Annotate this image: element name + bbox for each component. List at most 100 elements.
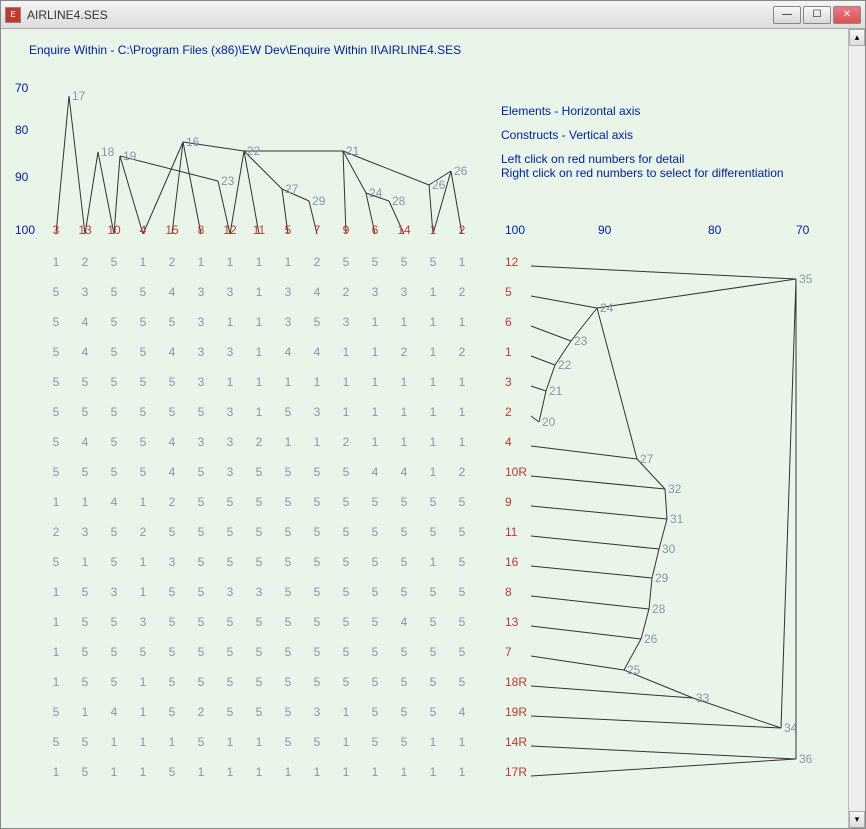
grid-cell: 5 — [459, 495, 466, 509]
row-label[interactable]: 13 — [505, 615, 519, 629]
scroll-track[interactable] — [849, 46, 865, 811]
column-label[interactable]: 15 — [165, 223, 179, 237]
grid-cell: 5 — [314, 495, 321, 509]
maximize-button[interactable]: ☐ — [803, 6, 831, 24]
grid-cell: 2 — [140, 525, 147, 539]
row-label[interactable]: 11 — [505, 525, 518, 539]
grid-cell: 1 — [343, 735, 350, 749]
title-bar[interactable]: E AIRLINE4.SES — ☐ ✕ — [1, 1, 865, 29]
row-label[interactable]: 5 — [505, 285, 512, 299]
grid-cell: 5 — [111, 555, 118, 569]
grid-cell: 5 — [53, 375, 60, 389]
grid-cell: 1 — [140, 705, 147, 719]
column-label[interactable]: 13 — [78, 223, 92, 237]
column-label[interactable]: 7 — [314, 223, 321, 237]
y-axis-label: 90 — [15, 170, 29, 184]
column-label[interactable]: 4 — [140, 223, 147, 237]
grid-cell: 5 — [169, 615, 176, 629]
column-label[interactable]: 6 — [372, 223, 379, 237]
grid-cell: 1 — [140, 735, 147, 749]
grid-cell: 1 — [111, 735, 118, 749]
grid-cell: 5 — [227, 525, 234, 539]
grid-cell: 4 — [401, 615, 408, 629]
grid-cell: 1 — [401, 435, 408, 449]
row-label[interactable]: 3 — [505, 375, 512, 389]
grid-cell: 5 — [82, 765, 89, 779]
grid-cell: 5 — [111, 615, 118, 629]
grid-cell: 4 — [169, 285, 176, 299]
row-label[interactable]: 1 — [505, 345, 512, 359]
minimize-button[interactable]: — — [773, 6, 801, 24]
row-label[interactable]: 6 — [505, 315, 512, 329]
scroll-up-button[interactable]: ▴ — [849, 29, 865, 46]
right-dendro-node: 31 — [670, 512, 684, 526]
dendro-node-label: 18 — [101, 145, 115, 159]
grid-cell: 1 — [372, 375, 379, 389]
grid-cell: 1 — [140, 495, 147, 509]
grid-cell: 5 — [256, 495, 263, 509]
grid-cell: 5 — [111, 405, 118, 419]
grid-cell: 3 — [198, 435, 205, 449]
grid-cell: 1 — [53, 675, 60, 689]
row-label[interactable]: 2 — [505, 405, 512, 419]
grid-cell: 5 — [227, 615, 234, 629]
right-dendro-node: 29 — [655, 571, 669, 585]
vertical-scrollbar[interactable]: ▴ ▾ — [848, 29, 865, 828]
grid-cell: 5 — [169, 375, 176, 389]
grid-cell: 1 — [256, 255, 263, 269]
grid-cell: 5 — [372, 255, 379, 269]
grid-cell: 4 — [82, 435, 89, 449]
scroll-down-button[interactable]: ▾ — [849, 811, 865, 828]
grid-cell: 4 — [82, 345, 89, 359]
grid-cell: 5 — [401, 555, 408, 569]
row-label[interactable]: 10R — [505, 465, 527, 479]
grid-cell: 5 — [285, 705, 292, 719]
grid-cell: 4 — [111, 705, 118, 719]
column-label[interactable]: 9 — [343, 223, 350, 237]
grid-cell: 5 — [314, 615, 321, 629]
row-label[interactable]: 14R — [505, 735, 527, 749]
grid-cell: 5 — [227, 705, 234, 719]
y-axis-label: 100 — [15, 223, 35, 237]
grid-cell: 4 — [169, 345, 176, 359]
grid-cell: 2 — [459, 465, 466, 479]
row-label[interactable]: 16 — [505, 555, 519, 569]
column-label[interactable]: 10 — [107, 223, 121, 237]
row-label[interactable]: 9 — [505, 495, 512, 509]
column-label[interactable]: 3 — [53, 223, 60, 237]
column-label[interactable]: 11 — [253, 223, 266, 237]
grid-cell: 5 — [111, 435, 118, 449]
row-label[interactable]: 7 — [505, 645, 512, 659]
grid-cell: 5 — [372, 645, 379, 659]
column-label[interactable]: 2 — [459, 223, 466, 237]
y-axis-label: 80 — [15, 123, 29, 137]
grid-cell: 5 — [82, 405, 89, 419]
grid-cell: 1 — [111, 765, 118, 779]
info-text: Right click on red numbers to select for… — [501, 166, 784, 180]
info-text: Elements - Horizontal axis — [501, 104, 640, 118]
row-label[interactable]: 17R — [505, 765, 527, 779]
grid-cell: 5 — [430, 255, 437, 269]
row-label[interactable]: 12 — [505, 255, 519, 269]
info-text: Constructs - Vertical axis — [501, 128, 633, 142]
grid-cell: 1 — [82, 495, 89, 509]
column-label[interactable]: 14 — [397, 223, 411, 237]
dendro-node-label: 17 — [72, 89, 86, 103]
row-label[interactable]: 4 — [505, 435, 512, 449]
grid-cell: 1 — [256, 735, 263, 749]
grid-cell: 5 — [169, 645, 176, 659]
grid-cell: 1 — [227, 315, 234, 329]
grid-cell: 1 — [140, 765, 147, 779]
row-label[interactable]: 18R — [505, 675, 527, 689]
grid-cell: 1 — [82, 555, 89, 569]
grid-cell: 3 — [227, 585, 234, 599]
row-label[interactable]: 19R — [505, 705, 527, 719]
column-label[interactable]: 8 — [198, 223, 205, 237]
row-label[interactable]: 8 — [505, 585, 512, 599]
grid-cell: 5 — [459, 615, 466, 629]
column-label[interactable]: 5 — [285, 223, 292, 237]
column-label[interactable]: 1 — [430, 223, 437, 237]
column-label[interactable]: 12 — [223, 223, 237, 237]
close-button[interactable]: ✕ — [833, 6, 861, 24]
grid-cell: 1 — [401, 765, 408, 779]
